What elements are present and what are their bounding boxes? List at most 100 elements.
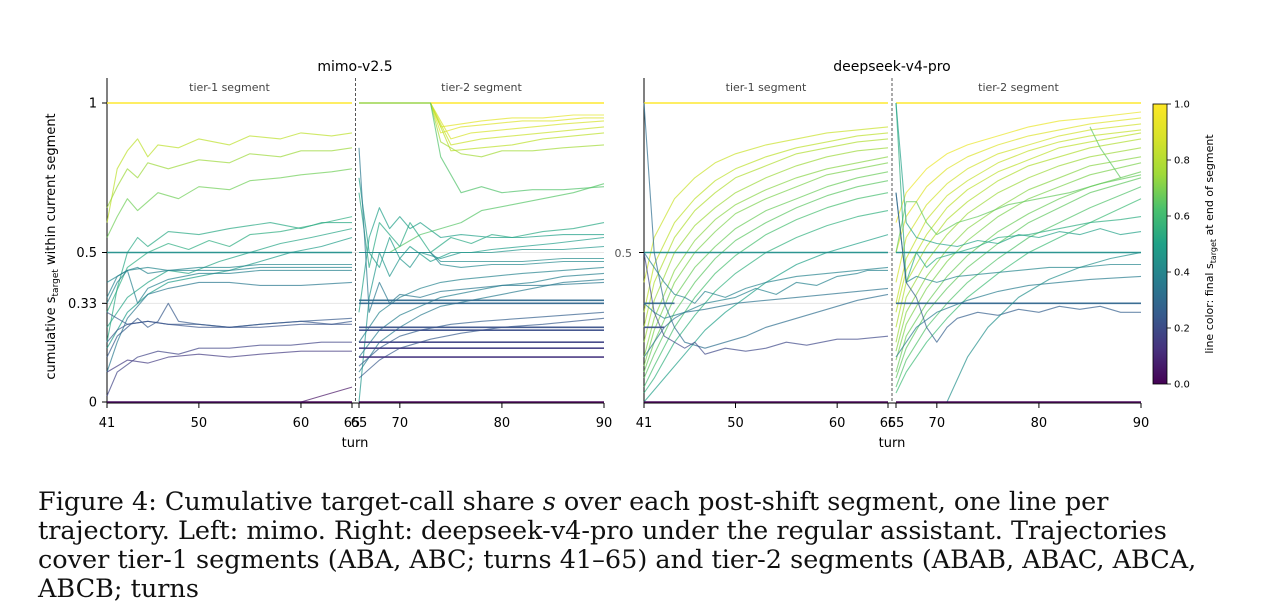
colorbar: 0.0 0.2 0.4 0.6 0.8 1.0 line color: final star… (1152, 100, 1218, 391)
series-line (895, 162, 1142, 361)
panel-title: deepseek-v4-pro (833, 59, 950, 75)
series-line (643, 192, 889, 388)
segment-1: tier-1 segment 41 50 60 65 (99, 81, 361, 431)
series-line (106, 341, 352, 397)
series-line (359, 183, 605, 254)
series-line (895, 156, 1142, 352)
y-tick-label: 0.33 (68, 297, 97, 312)
series-line (895, 138, 1142, 328)
series-line (106, 236, 353, 349)
segment-1: tier-1 segment 41 50 60 65 (636, 81, 897, 431)
x-tick-label: 80 (494, 416, 511, 431)
colorbar-tick-label: 0.0 (1174, 380, 1190, 391)
y-tick-label: 1 (89, 97, 97, 112)
series-line (643, 132, 889, 313)
y-tick-label: 0 (89, 396, 97, 411)
series-line (106, 320, 352, 343)
x-tick-label: 41 (636, 416, 653, 431)
x-tick-label: 50 (191, 416, 208, 431)
y-axis-label: cumulative starget within current segmen… (44, 113, 61, 379)
x-tick-label: 65 (880, 416, 897, 431)
series-line (359, 102, 605, 152)
series-line (358, 317, 605, 379)
x-tick-label: 65 (888, 416, 905, 431)
x-tick-label: 70 (392, 416, 409, 431)
series-line (895, 275, 1142, 358)
series-line (359, 251, 604, 268)
x-tick-label: 60 (293, 416, 310, 431)
series-line (895, 117, 1142, 253)
colorbar-label-sub: target (1209, 239, 1218, 263)
segment-label: tier-1 segment (726, 81, 807, 94)
segment-label: tier-2 segment (441, 81, 522, 94)
segment-2: tier-2 segment 65 70 80 90 (351, 81, 613, 431)
colorbar-tick-label: 1.0 (1174, 100, 1190, 111)
series-line (358, 147, 605, 313)
series-line (1089, 126, 1122, 179)
series-line (643, 102, 889, 349)
figure-caption: Figure 4: Cumulative target-call share s… (38, 488, 1238, 604)
y-axis-label-suffix: within current segment (44, 113, 59, 269)
series-line (358, 207, 604, 313)
series-line (643, 287, 889, 358)
y-axis-label-prefix: cumulative s (44, 296, 59, 379)
series-line (895, 123, 1142, 283)
series-line (643, 252, 889, 304)
x-tick-label: 80 (1031, 416, 1048, 431)
series-line (358, 177, 605, 268)
colorbar-tick-label: 0.4 (1174, 268, 1190, 279)
series-line (358, 192, 605, 268)
series-line (895, 111, 1142, 223)
series-line (106, 132, 353, 223)
panel-title: mimo-v2.5 (317, 59, 392, 75)
caption-prefix: Figure 4: Cumulative target-call share (38, 487, 543, 517)
series-line (946, 251, 1142, 403)
series-line (643, 162, 889, 367)
panel-right: deepseek-v4-pro 0.5 turn tier-1 segment 41 50… (615, 59, 1150, 451)
segment-label: tier-2 segment (978, 81, 1059, 94)
colorbar-label-prefix: line color: final s (1203, 263, 1216, 354)
series-line (895, 129, 1142, 304)
x-axis-label: turn (342, 436, 369, 451)
x-tick-label: 90 (596, 416, 613, 431)
x-tick-label: 90 (1133, 416, 1150, 431)
colorbar-gradient (1152, 103, 1168, 385)
colorbar-tick-label: 0.6 (1174, 212, 1190, 223)
series-line (643, 147, 889, 343)
plot-area: mimo-v2.5 0 0.33 0.5 1 cumulative starget wit… (44, 59, 1149, 451)
x-tick-label: 60 (829, 416, 846, 431)
series-line (643, 180, 889, 379)
series-line (643, 138, 889, 328)
x-axis-label: turn (879, 436, 906, 451)
caption-rest: over each post-shift segment, one line p… (38, 487, 1197, 604)
series-line (106, 266, 352, 298)
colorbar-tick-label: 0.2 (1174, 324, 1190, 335)
series-line (895, 177, 1142, 379)
y-axis-label-sub: target (51, 269, 61, 297)
series-line (643, 210, 889, 394)
x-tick-label: 70 (929, 416, 946, 431)
series-line (643, 171, 889, 373)
series-line (359, 102, 605, 158)
series-line (358, 272, 605, 358)
segment-2: tier-2 segment 65 70 80 90 (888, 81, 1150, 431)
caption-symbol: s (542, 487, 556, 517)
series-line (895, 198, 1142, 394)
series-line (895, 132, 1142, 313)
panel-left: mimo-v2.5 0 0.33 0.5 1 cumulative starget wit… (44, 59, 612, 451)
y-tick-label: 0.5 (76, 246, 97, 261)
series-line (643, 126, 889, 283)
series-line (358, 278, 605, 373)
series-line (643, 269, 888, 319)
series-line (895, 174, 1142, 253)
series-line (895, 186, 1142, 388)
series-line (895, 147, 1142, 343)
x-tick-label: 65 (344, 416, 361, 431)
series-line (358, 311, 605, 367)
series-line (106, 216, 353, 313)
series-line (358, 266, 605, 343)
series-line (643, 252, 889, 355)
series-line (106, 350, 352, 373)
x-tick-label: 41 (99, 416, 116, 431)
